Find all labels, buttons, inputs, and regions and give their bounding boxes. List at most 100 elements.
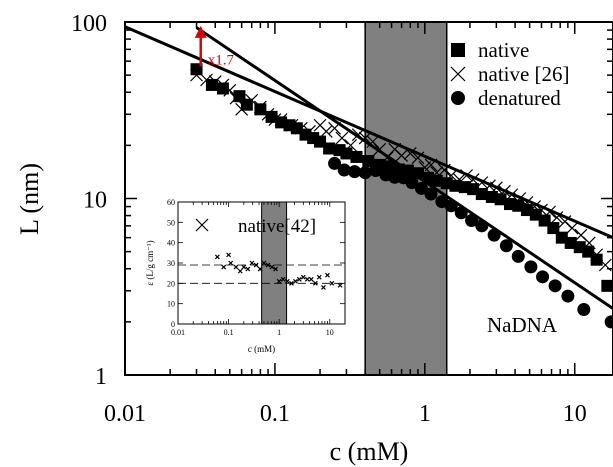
main-data-points: [190, 63, 613, 329]
inset-data-point: [276, 278, 282, 284]
data-point: [261, 107, 275, 121]
inset-data-point: [312, 280, 318, 286]
annotation-nadna: NaDNA: [487, 313, 558, 337]
data-point: [411, 151, 425, 165]
data-point: [424, 187, 438, 201]
inset-legend: native[42]: [195, 216, 316, 237]
data-point: [475, 176, 489, 190]
data-point: [358, 166, 372, 180]
data-point: [373, 142, 387, 156]
data-point: [449, 179, 462, 192]
data-point: [550, 211, 564, 224]
inset-data-point: [329, 280, 335, 286]
inset-data-point: [269, 264, 275, 270]
inset-legend-label: native[42]: [238, 216, 316, 237]
data-point: [487, 228, 501, 242]
data-point: [465, 214, 479, 228]
x-tick-label: 1: [419, 401, 431, 427]
inset-data-point: [226, 252, 232, 258]
inset-background: [140, 195, 362, 360]
data-point: [430, 174, 443, 187]
main-x-axis-label: c (mM): [330, 437, 409, 466]
data-point: [475, 219, 489, 233]
data-point: [223, 83, 237, 97]
data-point: [190, 63, 203, 76]
data-point: [290, 122, 303, 135]
inset-data-point: [289, 280, 294, 286]
inset-x-axis-label: c (mM): [248, 344, 275, 354]
inset-data-point: [284, 278, 290, 284]
data-point: [303, 124, 316, 138]
data-point: [444, 169, 458, 182]
data-point: [314, 135, 327, 148]
inset-data-point: [249, 260, 255, 266]
data-point: [454, 206, 468, 220]
data-point: [294, 121, 308, 135]
data-point: [424, 158, 438, 172]
data-point: [285, 118, 299, 132]
data-point: [328, 156, 342, 170]
inset-y-tick-label: 20: [167, 279, 175, 288]
inset-data-point: [228, 260, 234, 266]
inset-data-point: [337, 282, 343, 288]
data-point: [582, 236, 596, 250]
data-point: [340, 147, 353, 160]
data-point: [275, 116, 288, 129]
data-point: [369, 164, 383, 178]
data-point: [466, 173, 480, 187]
series-circle: [328, 156, 613, 329]
data-point: [561, 289, 575, 303]
legend-marker-circle: [451, 91, 465, 105]
inset-reference-lines: [178, 264, 345, 284]
legend-label: denatured: [478, 86, 561, 110]
inset-data-point: [241, 264, 247, 270]
main-axis-ticks: [124, 21, 613, 376]
inset-x-tick-label: 10: [326, 328, 334, 337]
inset-data-point: [257, 266, 263, 272]
data-point: [489, 181, 503, 195]
data-point: [524, 260, 538, 274]
data-point: [460, 169, 474, 182]
inset-data-point: [293, 278, 298, 284]
inset-data-point: [261, 260, 267, 266]
data-point: [504, 198, 517, 211]
annotation-factor: x1.7: [208, 52, 235, 68]
main-y-axis-label: L (nm): [15, 163, 44, 235]
inset-y-tick-label: 0: [171, 320, 175, 329]
inset-y-tick-label: 60: [167, 198, 175, 207]
inset-data-point: [280, 276, 286, 282]
legend-marker-x: [450, 66, 466, 82]
data-point: [577, 303, 591, 317]
data-point: [208, 75, 222, 88]
inset-data-point: [321, 284, 326, 290]
data-point: [498, 184, 511, 198]
inset-plot: 0.01 0.1 1 10 0 10 20 30 40 50 60 c (mM) ε (L/g cm…: [140, 195, 362, 360]
inset-data-point: [308, 276, 314, 282]
data-point: [348, 165, 362, 179]
data-point: [528, 200, 542, 214]
data-point: [601, 279, 613, 292]
data-point: [513, 192, 527, 205]
data-point: [590, 248, 604, 262]
data-point: [351, 128, 365, 142]
data-point: [590, 253, 603, 266]
y-tick-label: 10: [83, 188, 107, 214]
inset-axis-ticks: [177, 201, 346, 325]
legend-marker-square: [451, 43, 465, 57]
data-point: [323, 142, 336, 155]
series-x: [190, 68, 612, 272]
inset-data-points: [214, 252, 343, 290]
inset-data-point: [237, 268, 243, 274]
inset-data-point: [316, 274, 322, 280]
y-tick-label: 1: [95, 364, 107, 390]
inset-y-tick-label: 40: [167, 239, 175, 248]
data-point: [216, 78, 230, 92]
data-point: [582, 245, 595, 258]
inset-y-tick-label: 50: [167, 218, 175, 227]
data-point: [190, 68, 203, 82]
data-point: [548, 279, 562, 293]
